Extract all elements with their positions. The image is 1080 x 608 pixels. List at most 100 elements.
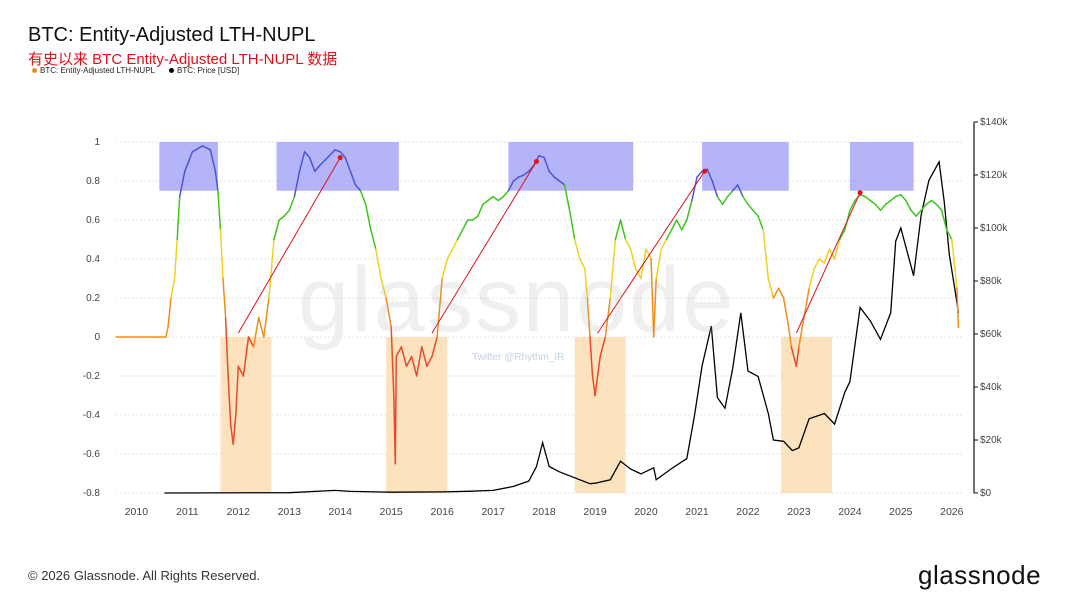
nupl-series-segment xyxy=(273,219,280,241)
nupl-series-segment xyxy=(940,209,948,231)
x-tick-label: 2010 xyxy=(125,506,149,518)
y-left-tick-label: 0 xyxy=(94,332,100,343)
nupl-series-segment xyxy=(721,195,729,206)
x-tick-label: 2014 xyxy=(329,506,353,518)
nupl-series-segment xyxy=(808,268,815,290)
nupl-series-segment xyxy=(319,156,329,167)
legend-dot-nupl xyxy=(32,68,37,73)
nupl-series-segment xyxy=(655,248,663,280)
nupl-series-segment xyxy=(889,195,897,202)
nupl-series-segment xyxy=(772,287,780,299)
nupl-series-segment xyxy=(283,209,291,217)
trend-line xyxy=(237,157,341,334)
y-left-tick-label: 0.8 xyxy=(86,176,100,187)
legend-label-price: BTC: Price [USD] xyxy=(177,66,240,75)
legend-label-nupl: BTC: Entity-Adjusted LTH-NUPL xyxy=(40,66,155,75)
nupl-series-segment xyxy=(951,238,956,264)
nupl-series-segment xyxy=(242,336,250,377)
nupl-series-segment xyxy=(894,193,902,198)
y-left-tick-label: 0.6 xyxy=(86,215,100,226)
nupl-series-segment xyxy=(594,375,599,397)
nupl-series-segment xyxy=(742,195,749,206)
nupl-series-segment xyxy=(568,209,576,241)
x-tick-label: 2013 xyxy=(278,506,302,518)
nupl-series-segment xyxy=(945,229,953,241)
nupl-series-segment xyxy=(787,326,793,348)
y-left-tick-label: -0.6 xyxy=(83,449,101,460)
nupl-series-segment xyxy=(675,219,683,231)
nupl-series-segment xyxy=(645,248,652,260)
nupl-series-segment xyxy=(482,199,489,206)
nupl-series-segment xyxy=(512,176,520,182)
nupl-series-segment xyxy=(237,365,245,377)
nupl-series-segment xyxy=(864,195,872,202)
x-tick-label: 2021 xyxy=(685,506,709,518)
nupl-series-segment xyxy=(879,203,887,212)
nupl-series-segment xyxy=(354,184,362,192)
y-right-tick-label: $120k xyxy=(980,170,1008,181)
trend-line xyxy=(597,170,706,334)
nupl-series-segment xyxy=(173,238,178,280)
nupl-series-segment xyxy=(400,346,408,368)
x-tick-label: 2024 xyxy=(838,506,862,518)
legend: BTC: Entity-Adjusted LTH-NUPL BTC: Price… xyxy=(32,66,239,75)
nupl-series-segment xyxy=(507,180,515,192)
trend-line xyxy=(431,161,537,334)
y-left-tick-label: -0.4 xyxy=(83,410,101,421)
nupl-series-segment xyxy=(344,156,352,173)
nupl-series-segment xyxy=(680,219,688,231)
nupl-series-segment xyxy=(461,219,469,231)
legend-item-nupl[interactable]: BTC: Entity-Adjusted LTH-NUPL xyxy=(32,66,155,75)
trend-line-end-marker xyxy=(337,155,343,161)
highlight-band xyxy=(508,142,634,191)
legend-item-price[interactable]: BTC: Price [USD] xyxy=(169,66,239,75)
nupl-series-segment xyxy=(184,151,194,173)
highlight-band xyxy=(849,142,914,191)
nupl-series-segment xyxy=(247,336,255,348)
nupl-series-segment xyxy=(170,277,176,299)
nupl-series-segment xyxy=(823,248,831,264)
nupl-series-segment xyxy=(553,176,561,182)
nupl-series-segment xyxy=(431,336,438,358)
nupl-series-segment xyxy=(953,262,958,290)
nupl-series-segment xyxy=(563,184,571,212)
trend-line-end-marker xyxy=(857,190,863,196)
nupl-series-segment xyxy=(339,151,347,159)
nupl-series-segment xyxy=(629,248,637,270)
nupl-series-segment xyxy=(925,199,933,206)
nupl-series-segment xyxy=(762,229,770,280)
nupl-series-segment xyxy=(790,346,795,358)
nupl-series-segment xyxy=(596,355,601,377)
x-tick-label: 2018 xyxy=(532,506,556,518)
nupl-series-segment xyxy=(390,326,395,397)
nupl-series-segment xyxy=(635,268,642,280)
nupl-series-segment xyxy=(910,209,917,217)
nupl-series-segment xyxy=(579,258,586,270)
nupl-series-segment xyxy=(803,287,810,319)
x-tick-label: 2023 xyxy=(787,506,811,518)
nupl-series-segment xyxy=(884,199,892,206)
nupl-series-segment xyxy=(410,355,418,377)
nupl-series-segment xyxy=(394,355,398,465)
price-series-line xyxy=(164,159,960,494)
nupl-series-segment xyxy=(314,164,321,173)
nupl-series-segment xyxy=(293,170,301,198)
y-right-tick-label: $40k xyxy=(980,382,1003,393)
y-right-tick-label: $0 xyxy=(980,488,992,499)
nupl-series-segment xyxy=(232,414,237,446)
nupl-series-segment xyxy=(905,199,912,212)
x-tick-label: 2015 xyxy=(380,506,404,518)
nupl-series-segment xyxy=(767,277,775,299)
chart-subtitle: 有史以来 BTC Entity-Adjusted LTH-NUPL 数据 xyxy=(28,51,338,68)
nupl-series-segment xyxy=(222,277,227,319)
nupl-series-segment xyxy=(686,199,693,221)
nupl-series-segment xyxy=(451,238,459,251)
nupl-series-segment xyxy=(217,190,222,231)
nupl-series-segment xyxy=(849,199,856,212)
nupl-series-segment xyxy=(375,248,382,280)
nupl-series-segment xyxy=(278,215,285,221)
nupl-series-segment xyxy=(833,238,841,260)
highlight-band xyxy=(220,337,272,493)
nupl-series-segment xyxy=(176,195,181,241)
nupl-series-segment xyxy=(591,375,596,397)
